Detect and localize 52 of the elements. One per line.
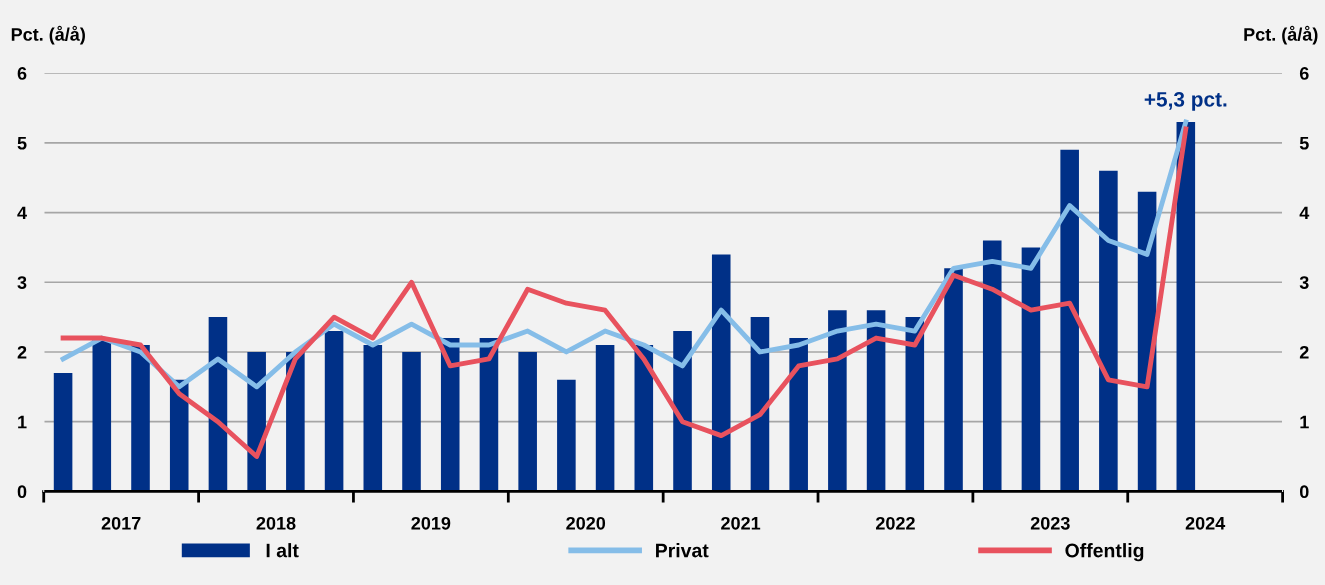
- bar: [828, 310, 847, 492]
- x-tick-label: 2021: [721, 516, 761, 530]
- bar: [1021, 247, 1041, 492]
- y2-tick-label: 2: [1299, 345, 1309, 359]
- x-tick-label: 2019: [411, 516, 451, 530]
- legend-label: I alt: [266, 543, 299, 558]
- bar: [131, 345, 150, 492]
- bar: [982, 240, 1002, 492]
- bar: [92, 338, 112, 492]
- bar: [402, 351, 421, 492]
- bar: [1176, 121, 1196, 492]
- legend-label: Privat: [656, 543, 709, 558]
- y-tick-label: 1: [18, 415, 27, 429]
- bar: [711, 254, 731, 492]
- y-axis-title: Pct. (å/å): [11, 25, 85, 45]
- x-tick-label: 2024: [1185, 516, 1226, 530]
- x-tick-label: 2018: [256, 516, 296, 530]
- y-tick-label: 4: [17, 206, 27, 220]
- x-tick-label: 2020: [566, 516, 606, 530]
- y2-tick-label: 0: [1299, 485, 1309, 499]
- bar: [324, 331, 344, 492]
- bar: [1060, 149, 1079, 492]
- bar: [557, 379, 576, 492]
- y2-tick-label: 3: [1299, 276, 1309, 290]
- y-tick-label: 0: [17, 485, 27, 499]
- x-tick-label: 2017: [101, 516, 141, 530]
- bar: [595, 345, 615, 492]
- bar: [789, 338, 808, 492]
- y2-tick-label: 5: [1299, 136, 1309, 150]
- bar: [518, 351, 537, 492]
- y-tick-label: 5: [17, 136, 27, 150]
- y-tick-label: 6: [17, 67, 27, 80]
- annotation: +5,3 pct.: [1144, 91, 1227, 111]
- x-tick-label: 2023: [1030, 516, 1070, 530]
- y2-tick-label: 6: [1299, 67, 1309, 80]
- y2-tick-label: 1: [1300, 415, 1309, 429]
- bar: [866, 310, 886, 492]
- y2-tick-label: 4: [1299, 206, 1310, 220]
- bar: [286, 351, 305, 492]
- bar: [1099, 170, 1118, 492]
- bar: [53, 372, 73, 492]
- y2-axis-title: Pct. (å/å): [1244, 25, 1318, 45]
- bar: [363, 345, 383, 492]
- line-series: [60, 126, 1189, 459]
- y-tick-label: 2: [17, 345, 27, 359]
- x-tick-label: 2022: [876, 516, 915, 530]
- y-tick-label: 3: [17, 276, 27, 290]
- bar: [440, 338, 460, 492]
- line-series: [60, 119, 1189, 390]
- legend-label: Offentlig: [1065, 543, 1144, 562]
- bar: [673, 331, 692, 492]
- bar: [944, 268, 963, 492]
